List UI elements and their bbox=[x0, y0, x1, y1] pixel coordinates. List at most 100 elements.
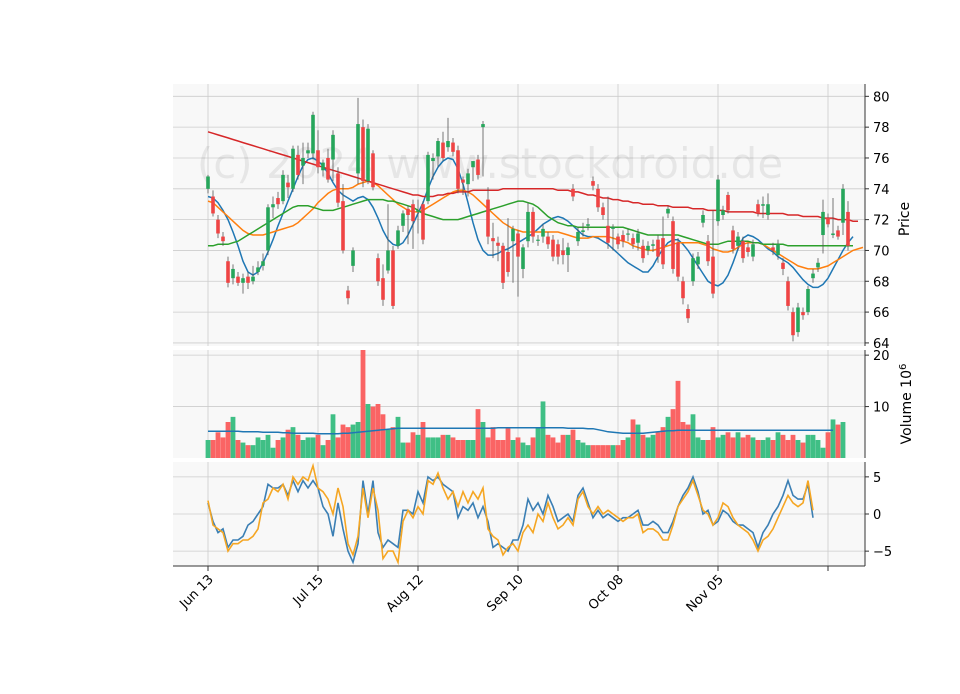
candle-body bbox=[691, 258, 695, 282]
price-tick-label: 70 bbox=[873, 244, 890, 259]
candle-body bbox=[366, 128, 370, 182]
candle-body bbox=[666, 208, 670, 214]
candle-body bbox=[571, 188, 575, 197]
candle-body bbox=[841, 188, 845, 223]
candle-body bbox=[371, 153, 375, 188]
candle-body bbox=[451, 142, 455, 152]
volume-bar bbox=[770, 440, 776, 458]
volume-bar bbox=[260, 440, 266, 458]
candle-body bbox=[576, 231, 580, 242]
volume-bar bbox=[220, 437, 226, 458]
candle-body bbox=[386, 250, 390, 271]
candle-body bbox=[356, 124, 360, 174]
volume-bar bbox=[635, 424, 641, 458]
oscillator-tick-label: 0 bbox=[873, 508, 881, 523]
volume-bar bbox=[755, 440, 761, 458]
candle-body bbox=[546, 236, 550, 245]
candle-body bbox=[511, 228, 515, 242]
volume-bar bbox=[570, 429, 576, 458]
volume-bar bbox=[545, 434, 551, 458]
candle-body bbox=[726, 194, 730, 211]
volume-bar bbox=[425, 437, 431, 458]
candle-body bbox=[311, 114, 315, 154]
candle-body bbox=[596, 188, 600, 208]
volume-bar bbox=[835, 424, 841, 458]
volume-bar bbox=[315, 434, 321, 458]
candle-body bbox=[586, 224, 590, 226]
candle-body bbox=[826, 218, 830, 225]
candle-body bbox=[236, 276, 240, 283]
volume-bar bbox=[325, 440, 331, 458]
volume-bar bbox=[440, 434, 446, 458]
candle-body bbox=[336, 173, 340, 203]
candle-body bbox=[316, 150, 320, 168]
candle-body bbox=[616, 236, 620, 245]
volume-bar bbox=[610, 445, 616, 458]
candle-body bbox=[211, 196, 215, 214]
volume-bar bbox=[400, 442, 406, 458]
x-tick-label: Sep 10 bbox=[484, 572, 527, 615]
candle-body bbox=[751, 244, 755, 257]
candle-body bbox=[631, 238, 635, 245]
candle-body bbox=[746, 247, 750, 252]
volume-bar bbox=[515, 437, 521, 458]
candle-body bbox=[681, 281, 685, 299]
candle-body bbox=[551, 239, 555, 257]
volume-bar bbox=[725, 432, 731, 458]
volume-bar bbox=[640, 434, 646, 458]
moving-average-line bbox=[207, 157, 854, 289]
volume-bar bbox=[230, 416, 236, 458]
volume-bar bbox=[685, 424, 691, 458]
price-tick-label: 76 bbox=[873, 152, 890, 167]
volume-bar bbox=[410, 432, 416, 458]
price-tick-label: 80 bbox=[873, 90, 890, 105]
candle-body bbox=[456, 150, 460, 189]
candle-body bbox=[251, 276, 255, 282]
candle-body bbox=[711, 256, 715, 294]
candle-body bbox=[396, 230, 400, 246]
volume-bar bbox=[775, 432, 781, 458]
candle-body bbox=[486, 199, 490, 237]
volume-bar bbox=[605, 445, 611, 458]
candle-body bbox=[606, 225, 610, 243]
oscillator-tick-label: 5 bbox=[873, 471, 881, 486]
candle-body bbox=[701, 215, 705, 223]
volume-bar bbox=[275, 440, 281, 458]
candle-body bbox=[641, 245, 645, 259]
candle-body bbox=[526, 211, 530, 242]
candle-body bbox=[811, 273, 815, 279]
x-tick-label: Oct 08 bbox=[586, 572, 627, 613]
volume-bar bbox=[300, 440, 306, 458]
volume-bar bbox=[565, 434, 571, 458]
candle-body bbox=[836, 230, 840, 237]
volume-bar bbox=[600, 445, 606, 458]
volume-bar bbox=[625, 437, 631, 458]
candle-body bbox=[696, 256, 700, 265]
volume-bar bbox=[815, 440, 821, 458]
volume-bar bbox=[555, 442, 561, 458]
x-tick-labels: Jun 13 Jul 15 Aug 12 Sep 10 Oct 08 Nov 05 bbox=[177, 566, 829, 615]
volume-bar bbox=[510, 440, 516, 458]
volume-bar bbox=[620, 440, 626, 458]
candle-body bbox=[441, 142, 445, 158]
volume-bar bbox=[650, 434, 656, 458]
volume-bar bbox=[680, 422, 686, 458]
candle-body bbox=[426, 154, 430, 202]
candle-body bbox=[406, 208, 410, 215]
candle-body bbox=[261, 261, 265, 266]
volume-bar bbox=[670, 409, 676, 458]
candle-body bbox=[226, 261, 230, 283]
price-tick-label: 78 bbox=[873, 121, 890, 136]
candle-body bbox=[281, 174, 285, 202]
volume-bar bbox=[450, 437, 456, 458]
candle-body bbox=[791, 312, 795, 336]
candle-body bbox=[581, 230, 585, 232]
candle-body bbox=[271, 204, 275, 208]
candle-body bbox=[231, 268, 235, 279]
volume-bar bbox=[465, 440, 471, 458]
volume-bar bbox=[490, 427, 496, 458]
volume-bar bbox=[630, 419, 636, 458]
volume-bar bbox=[525, 445, 531, 458]
volume-bar bbox=[225, 422, 231, 458]
candle-body bbox=[521, 247, 525, 269]
